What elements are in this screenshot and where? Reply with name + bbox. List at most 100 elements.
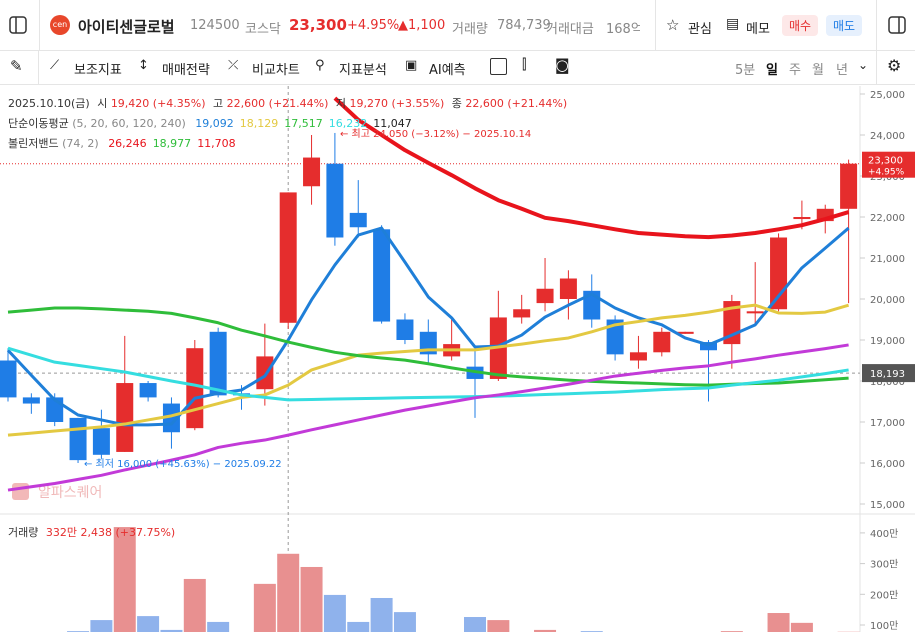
- camera-icon[interactable]: ◙: [555, 56, 570, 74]
- bb-value: 18,977: [152, 137, 192, 150]
- volume-bar: [160, 629, 183, 632]
- open: 19,420 (+4.35%): [110, 97, 206, 110]
- volume-bar: [347, 621, 370, 632]
- tool-icon[interactable]: ⤫: [228, 58, 239, 73]
- volume-bar: [277, 553, 300, 632]
- volume-bar: [183, 578, 206, 632]
- dropdown-icon[interactable]: ⌄: [858, 58, 869, 72]
- y-tick-label: 400만: [870, 528, 898, 540]
- candle-body: [279, 192, 297, 323]
- period-item[interactable]: 월: [812, 63, 824, 78]
- ma-value: 17,517: [284, 117, 323, 130]
- candle-body: [349, 212, 367, 228]
- watch-button[interactable]: 관심: [688, 22, 712, 37]
- volume-pane: 100만 200만 300만 400만: [67, 527, 898, 632]
- amount-label: 거래대금: [546, 22, 594, 37]
- ohlc-line: 2025.10.10(금) 시 19,420 (+4.35%) 고 22,600…: [8, 95, 567, 111]
- market: 코스닥: [245, 22, 281, 37]
- period-item[interactable]: 5분: [735, 63, 756, 78]
- y-tick-label: 200만: [870, 589, 898, 601]
- panel-icon[interactable]: [888, 16, 906, 34]
- ma-line: 단순이동평균 (5, 20, 60, 120, 240) 19,092 18,12…: [8, 115, 412, 131]
- candle-body: [326, 163, 344, 238]
- toolbar: ✎ ⟋ 보조지표 ↕ 매매전략 ⤫ 비교차트 ⚲ 지표분석 ▣ AI예측 ⫿ ◙ 5분 일 주 월 년 ⌄…: [0, 51, 915, 85]
- period-item[interactable]: 일: [766, 63, 778, 78]
- tool-icon[interactable]: ↕: [138, 58, 149, 73]
- y-tick-label: 300만: [870, 559, 898, 571]
- memo-button[interactable]: 메모: [746, 22, 770, 37]
- stock-code: 124500: [190, 18, 240, 33]
- watermark: 알파스퀘어: [12, 483, 102, 501]
- volume-bar: [464, 617, 486, 632]
- indicator-line: [6, 226, 850, 427]
- draw-icon[interactable]: ✎: [10, 57, 23, 75]
- divider: [876, 0, 877, 50]
- settings-icon[interactable]: ⚙: [887, 56, 902, 75]
- tool-icon[interactable]: ⟋: [50, 58, 60, 73]
- tool-item[interactable]: 매매전략: [162, 63, 210, 78]
- bb-value: 26,246: [108, 137, 147, 150]
- last-price-change: +4.95%: [868, 168, 905, 178]
- watermark-text: 알파스퀘어: [38, 485, 102, 501]
- volume-bar: [790, 622, 813, 632]
- indicator-line: [7, 343, 849, 492]
- volume-bar: [487, 620, 510, 632]
- volume-bar: [767, 613, 790, 632]
- y-tick-label: 22,000: [870, 213, 905, 224]
- bb-params: (74, 2): [62, 137, 99, 150]
- period-item[interactable]: 주: [789, 63, 801, 78]
- y-tick-label: 17,000: [870, 418, 905, 429]
- tool-icon[interactable]: ⚲: [315, 58, 325, 73]
- ma-value: 11,047: [373, 117, 412, 130]
- tool-item[interactable]: 비교차트: [252, 63, 300, 78]
- date: 2025.10.10(금): [8, 97, 90, 110]
- volume-info-value: 332만 2,438 (+37.75%): [45, 526, 176, 539]
- volume-info: 거래량 332만 2,438 (+37.75%): [8, 524, 175, 540]
- indicator-line: [7, 306, 849, 387]
- stock-name: 아이티센글로벌: [78, 18, 175, 36]
- candle-body: [373, 229, 391, 322]
- candle-body: [559, 278, 577, 299]
- candle-body: [303, 157, 321, 187]
- tool-item[interactable]: 보조지표: [74, 63, 122, 78]
- y-tick-label: 16,000: [870, 459, 905, 470]
- close-label: 종: [451, 97, 462, 110]
- tool-icon[interactable]: ▣: [405, 58, 418, 73]
- sell-button[interactable]: 매도: [826, 15, 863, 36]
- candle-body: [209, 331, 227, 396]
- divider: [655, 0, 656, 50]
- y-tick-label: 24,000: [870, 131, 905, 142]
- candle-body: [746, 311, 764, 314]
- y-tick-label: 21,000: [870, 254, 905, 265]
- volume-info-label: 거래량: [8, 526, 39, 539]
- high-label: 고: [213, 97, 224, 110]
- candle-icon[interactable]: ⫿: [522, 57, 527, 73]
- indicator-line: [7, 303, 850, 437]
- box-icon[interactable]: [490, 58, 507, 75]
- volume-bar: [253, 583, 276, 632]
- candle-body: [606, 319, 624, 355]
- ma-params: (5, 20, 60, 120, 240): [72, 117, 186, 130]
- logo: cen: [50, 15, 70, 35]
- sidebar-icon[interactable]: [9, 16, 27, 34]
- tool-item[interactable]: AI예측: [429, 63, 466, 78]
- divider: [876, 51, 877, 84]
- tool-item[interactable]: 지표분석: [339, 63, 387, 78]
- ma-values: 19,092 18,129 17,517 16,232 11,047: [189, 117, 412, 130]
- candle-body: [116, 383, 134, 452]
- volume: 784,739: [497, 18, 551, 33]
- period-item[interactable]: 년: [836, 63, 848, 78]
- memo-icon[interactable]: ▤: [726, 16, 740, 32]
- y-tick-label: 19,000: [870, 336, 905, 347]
- high-annotation: ← 최고 24,050 (−3.12%) − 2025.10.14: [340, 128, 531, 140]
- candle-body: [92, 428, 110, 455]
- star-icon[interactable]: ☆: [666, 16, 680, 34]
- candle-body: [139, 383, 157, 398]
- candle-body: [676, 331, 694, 334]
- candle-body: [629, 352, 647, 361]
- buy-button[interactable]: 매수: [782, 15, 819, 36]
- ma-value: 19,092: [195, 117, 234, 130]
- change-pct: +4.95%: [347, 18, 400, 33]
- ma-value: 18,129: [239, 117, 279, 130]
